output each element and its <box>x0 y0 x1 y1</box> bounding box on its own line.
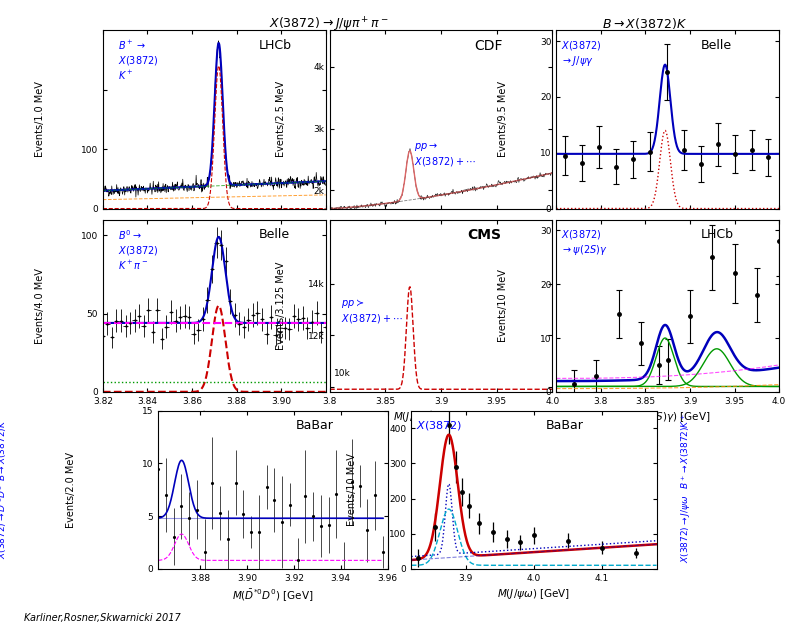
Text: $X(3872)$
$\to\psi(2S)\gamma$: $X(3872)$ $\to\psi(2S)\gamma$ <box>561 228 607 257</box>
Text: Events/10 MeV: Events/10 MeV <box>498 269 508 342</box>
Text: $B\to X(3872)K$: $B\to X(3872)K$ <box>0 420 8 481</box>
Text: Events/3.125 MeV: Events/3.125 MeV <box>275 262 286 350</box>
Text: Events/4.0 MeV: Events/4.0 MeV <box>36 268 45 344</box>
Text: $B^+\to X(3872)K^+$: $B^+\to X(3872)K^+$ <box>679 412 692 489</box>
Text: LHCb: LHCb <box>259 39 292 52</box>
Text: $X(3872)$: $X(3872)$ <box>416 419 463 432</box>
Text: CMS: CMS <box>467 228 501 242</box>
Text: $pp\succ$
$X(3872)+\cdots$: $pp\succ$ $X(3872)+\cdots$ <box>341 297 403 325</box>
Text: $pp\to$
$X(3872)+\cdots$: $pp\to$ $X(3872)+\cdots$ <box>414 141 476 167</box>
Text: $B\to X(3872)K$: $B\to X(3872)K$ <box>602 16 687 31</box>
Text: Belle: Belle <box>701 39 732 52</box>
Text: Events/10 MeV: Events/10 MeV <box>347 453 358 526</box>
Text: BaBar: BaBar <box>296 419 334 432</box>
Text: Events/2.0 MeV: Events/2.0 MeV <box>66 452 76 528</box>
Text: 10k: 10k <box>334 369 350 378</box>
X-axis label: $M(J/\psi\pi^+\pi^-)$ [GeV]: $M(J/\psi\pi^+\pi^-)$ [GeV] <box>166 410 263 425</box>
X-axis label: $M(J/\psi\pi^+\pi^-)$ [GeV]: $M(J/\psi\pi^+\pi^-)$ [GeV] <box>393 410 489 425</box>
Text: Belle: Belle <box>259 228 290 241</box>
Text: $X(3872)\to\bar{D}^{*0}D^0$: $X(3872)\to\bar{D}^{*0}D^0$ <box>0 484 9 559</box>
Text: LHCb: LHCb <box>701 228 734 241</box>
Text: Events/2.5 MeV: Events/2.5 MeV <box>275 82 286 157</box>
Text: BaBar: BaBar <box>547 419 584 432</box>
Text: CDF: CDF <box>475 39 503 53</box>
Text: Events/9.5 MeV: Events/9.5 MeV <box>498 82 508 157</box>
Text: $X(3872)$
$\to J/\psi\gamma$: $X(3872)$ $\to J/\psi\gamma$ <box>561 39 601 68</box>
Text: $B^0\to$
$X(3872)$
$K^+\pi^-$: $B^0\to$ $X(3872)$ $K^+\pi^-$ <box>119 228 159 272</box>
Text: $B^+\to$
$X(3872)$
$K^+$: $B^+\to$ $X(3872)$ $K^+$ <box>119 39 159 82</box>
X-axis label: $M(\psi(nS)\gamma)$ [GeV]: $M(\psi(nS)\gamma)$ [GeV] <box>625 410 710 424</box>
X-axis label: $M(J/\psi\omega)$ [GeV]: $M(J/\psi\omega)$ [GeV] <box>498 587 570 601</box>
X-axis label: $M(\bar{D}^{*0}D^0)$ [GeV]: $M(\bar{D}^{*0}D^0)$ [GeV] <box>233 587 313 603</box>
Text: Karliner,Rosner,Skwarnicki 2017: Karliner,Rosner,Skwarnicki 2017 <box>24 612 180 623</box>
Text: $X(3872)\to J/\psi\pi^+\pi^-$: $X(3872)\to J/\psi\pi^+\pi^-$ <box>268 16 388 34</box>
Text: $X(3872)\to J/\psi\omega$: $X(3872)\to J/\psi\omega$ <box>679 495 692 564</box>
Text: Events/1.0 MeV: Events/1.0 MeV <box>36 82 45 157</box>
